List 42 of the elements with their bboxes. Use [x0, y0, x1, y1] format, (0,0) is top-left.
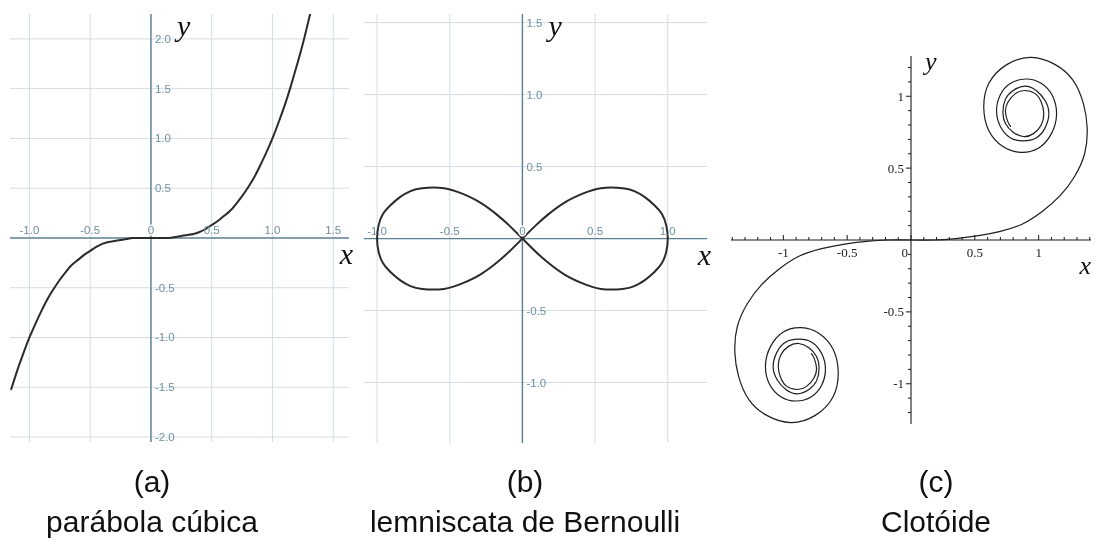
x-tick-label: -0.5	[80, 223, 101, 236]
x-tick-label: -1.0	[19, 223, 40, 236]
y-tick-label: -0.5	[883, 304, 904, 320]
y-tick-label: -0.5	[526, 304, 547, 317]
y-tick-label: -0.5	[154, 281, 175, 294]
text: (a)	[133, 465, 171, 498]
y-tick-label: 2.0	[154, 32, 171, 45]
y-tick-label: 1.0	[526, 88, 543, 101]
y-axis-title: y	[922, 47, 937, 76]
y-tick-label: -1.5	[154, 381, 175, 394]
x-axis-title: x	[338, 236, 354, 270]
text: (c)	[918, 465, 954, 498]
text: parábola cúbica	[46, 505, 258, 538]
y-tick-label: 1.5	[154, 82, 171, 95]
y-tick-label: 0.5	[526, 160, 543, 173]
x-tick-label: -0.5	[836, 245, 858, 260]
text: lemniscata de Bernoulli	[369, 505, 681, 538]
x-tick-label: 0.5	[587, 224, 604, 237]
y-tick-label: 1.5	[526, 16, 543, 29]
x-axis-title: x	[1078, 251, 1092, 280]
y-tick-label: -1.0	[526, 376, 547, 389]
line-series	[10, 14, 312, 391]
y-tick-label: -1	[893, 376, 904, 392]
x-tick-label: 1.0	[264, 223, 281, 236]
y-axis-title: y	[173, 9, 191, 42]
x-tick-label: 0	[901, 245, 908, 260]
text: (b)	[506, 465, 544, 498]
x-tick-label: 1.5	[325, 223, 342, 236]
x-tick-label: 1	[1035, 245, 1042, 260]
y-tick-label: -1.0	[154, 331, 175, 344]
y-tick-label: 0.5	[887, 160, 904, 176]
y-axis-title: y	[545, 9, 563, 42]
x-tick-label: -1	[777, 245, 789, 260]
y-tick-label: -2.0	[154, 431, 175, 444]
y-tick-label: 0.5	[154, 182, 171, 195]
y-tick-label: 1.0	[154, 132, 171, 145]
x-tick-label: -0.5	[439, 224, 460, 237]
x-axis-title: x	[696, 237, 712, 271]
x-tick-label: 0.5	[203, 223, 220, 236]
y-tick-label: 1	[897, 88, 904, 104]
x-tick-label: 0.5	[966, 245, 983, 260]
text: Clotóide	[880, 505, 992, 538]
